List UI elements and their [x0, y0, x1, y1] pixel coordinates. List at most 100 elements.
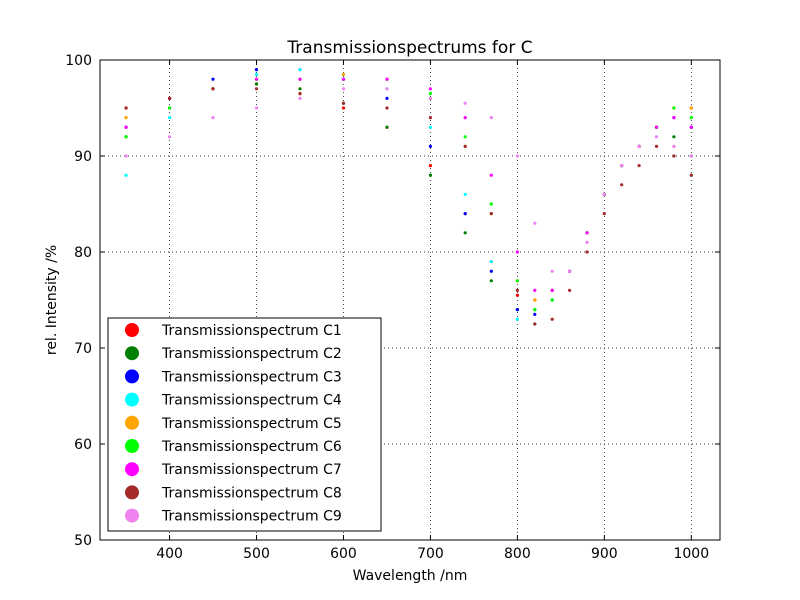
data-point: [298, 92, 302, 96]
data-point: [124, 106, 128, 110]
data-point: [211, 87, 215, 91]
data-point: [515, 317, 520, 321]
data-point: [428, 96, 432, 100]
legend-marker: [125, 346, 139, 361]
data-point: [489, 279, 493, 283]
x-tick-label: 600: [330, 546, 357, 562]
data-point: [168, 106, 172, 110]
data-point: [533, 221, 537, 225]
data-marks: [124, 68, 693, 326]
x-tick-labels: 400 500 600 700 800 900 1000: [156, 546, 709, 562]
legend-entry: Transmissionspectrum C3: [161, 369, 342, 385]
data-point: [463, 144, 467, 148]
legend: Transmissionspectrum C1 Transmissionspect…: [107, 317, 382, 532]
data-point: [672, 116, 676, 120]
legend-marker: [125, 439, 139, 453]
data-point: [168, 116, 172, 120]
data-point: [428, 87, 432, 91]
data-point: [341, 77, 346, 81]
data-point: [124, 154, 128, 158]
legend-entry: Transmissionspectrum C9: [161, 509, 342, 525]
data-point: [654, 135, 659, 139]
x-tick-label: 900: [591, 546, 618, 562]
data-point: [672, 106, 676, 110]
y-tick-label: 100: [65, 53, 92, 69]
chart-title: Transmissionspectrums for C: [286, 38, 532, 58]
data-point: [550, 269, 554, 273]
legend-entry: Transmissionspectrum C7: [161, 462, 342, 478]
legend-marker: [125, 392, 139, 407]
x-tick-label: 800: [504, 546, 531, 562]
plot-frame: [99, 59, 721, 541]
data-point: [489, 260, 493, 264]
data-point: [298, 96, 302, 100]
data-point: [385, 77, 389, 81]
data-point: [689, 154, 693, 158]
y-tick-label: 50: [74, 533, 92, 549]
data-point: [533, 288, 537, 292]
data-point: [489, 173, 493, 177]
data-point: [341, 106, 346, 110]
data-point: [533, 312, 537, 316]
y-tick-labels: 50 60 70 80 90 100: [65, 53, 92, 549]
legend-box: [107, 317, 382, 532]
data-point: [533, 308, 537, 312]
legend-marker: [125, 369, 139, 384]
data-point: [463, 231, 467, 235]
data-point: [341, 101, 346, 105]
legend-marker: [125, 462, 139, 477]
data-point: [637, 144, 641, 148]
data-point: [550, 317, 554, 321]
series-8: [124, 87, 693, 326]
data-point: [124, 125, 128, 129]
data-point: [533, 298, 537, 302]
x-tick-label: 400: [156, 546, 183, 562]
data-point: [254, 77, 259, 81]
data-point: [602, 192, 606, 196]
data-point: [341, 87, 346, 91]
data-point: [428, 144, 432, 148]
data-point: [298, 77, 302, 81]
data-point: [385, 87, 389, 91]
data-point: [672, 135, 676, 139]
legend-marker: [125, 508, 139, 523]
data-point: [637, 164, 641, 168]
data-point: [515, 250, 520, 254]
y-tick-label: 60: [74, 437, 92, 453]
data-point: [254, 72, 259, 76]
data-point: [463, 116, 467, 120]
data-point: [489, 212, 493, 216]
data-point: [515, 308, 520, 312]
data-point: [585, 240, 589, 244]
data-point: [654, 125, 659, 129]
x-tick-label: 500: [243, 546, 270, 562]
legend-entry: Transmissionspectrum C6: [161, 439, 342, 455]
data-point: [620, 164, 624, 168]
data-point: [463, 192, 467, 196]
data-point: [298, 68, 302, 72]
data-point: [211, 116, 215, 120]
data-point: [463, 135, 467, 139]
data-point: [515, 154, 520, 158]
data-point: [254, 106, 259, 110]
data-point: [385, 96, 389, 100]
series-9: [124, 87, 693, 273]
data-point: [124, 173, 128, 177]
data-point: [568, 269, 572, 273]
data-point: [550, 288, 554, 292]
data-point: [168, 96, 172, 100]
x-tick-label: 700: [417, 546, 444, 562]
data-point: [533, 322, 537, 326]
data-point: [341, 72, 346, 76]
data-point: [568, 288, 572, 292]
data-point: [515, 288, 520, 292]
data-point: [124, 135, 128, 139]
legend-entry: Transmissionspectrum C8: [161, 485, 342, 501]
data-point: [689, 116, 693, 120]
legend-entry: Transmissionspectrum C5: [161, 416, 342, 432]
legend-entry: Transmissionspectrum C2: [161, 346, 342, 362]
legend-entry: Transmissionspectrum C4: [161, 393, 342, 409]
data-point: [463, 101, 467, 105]
legend-entry: Transmissionspectrum C1: [161, 323, 342, 339]
